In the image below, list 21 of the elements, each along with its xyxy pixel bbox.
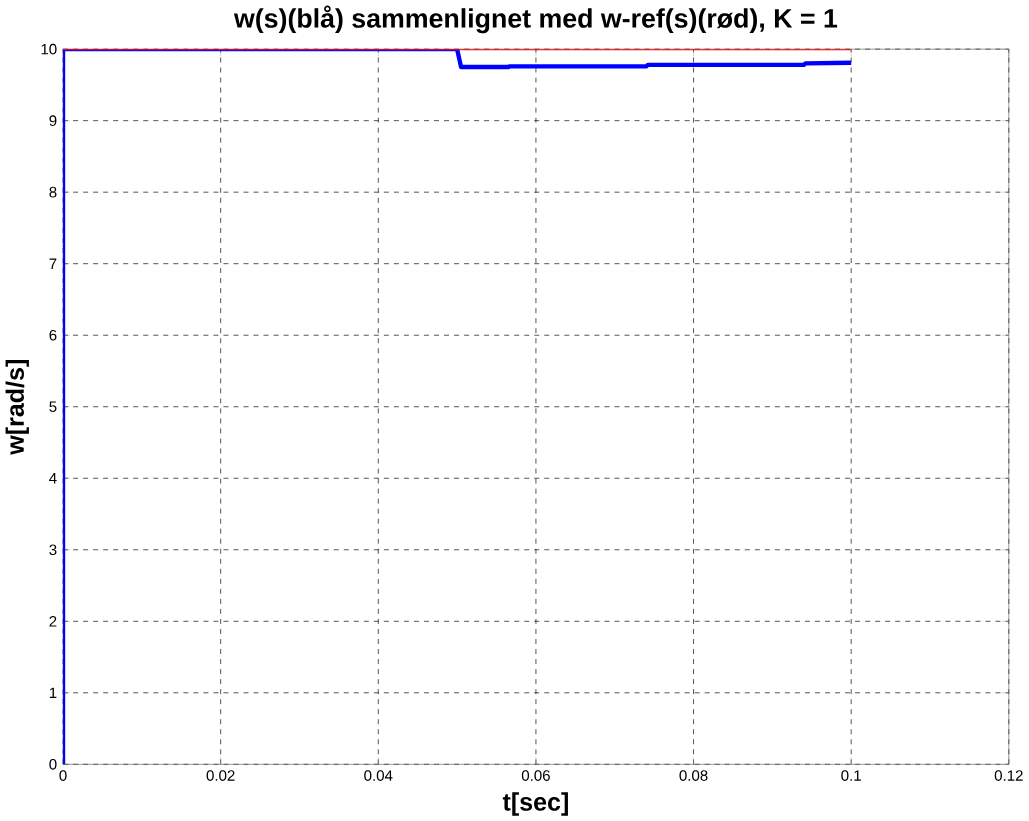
y-tick-label: 4 [49,472,57,484]
x-tick-label: 0.04 [364,770,393,781]
y-tick-label: 3 [49,544,57,555]
x-axis-title: t[sec] [502,792,568,816]
y-tick-label: 9 [49,115,57,126]
chart-title: w(s)(blå) sammenlignet med w-ref(s)(rød), K = 1 [233,5,838,34]
x-tick-label: 0.06 [521,770,550,781]
y-tick-label: 10 [41,43,57,55]
y-tick-label: 1 [49,687,57,698]
x-tick-label: 0 [59,770,67,781]
y-tick-label: 7 [49,258,57,269]
x-tick-label: 0.02 [206,770,235,781]
x-tick-label: 0.12 [994,770,1023,781]
y-tick-label: 6 [49,329,57,341]
x-tick-label: 0.08 [679,770,708,781]
y-axis-title: w[rad/s] [5,359,29,455]
x-tick-label: 0.1 [841,770,861,781]
y-tick-label: 0 [49,758,57,770]
y-tick-label: 2 [49,615,57,627]
y-tick-label: 5 [49,401,57,412]
y-tick-label: 8 [49,186,57,198]
